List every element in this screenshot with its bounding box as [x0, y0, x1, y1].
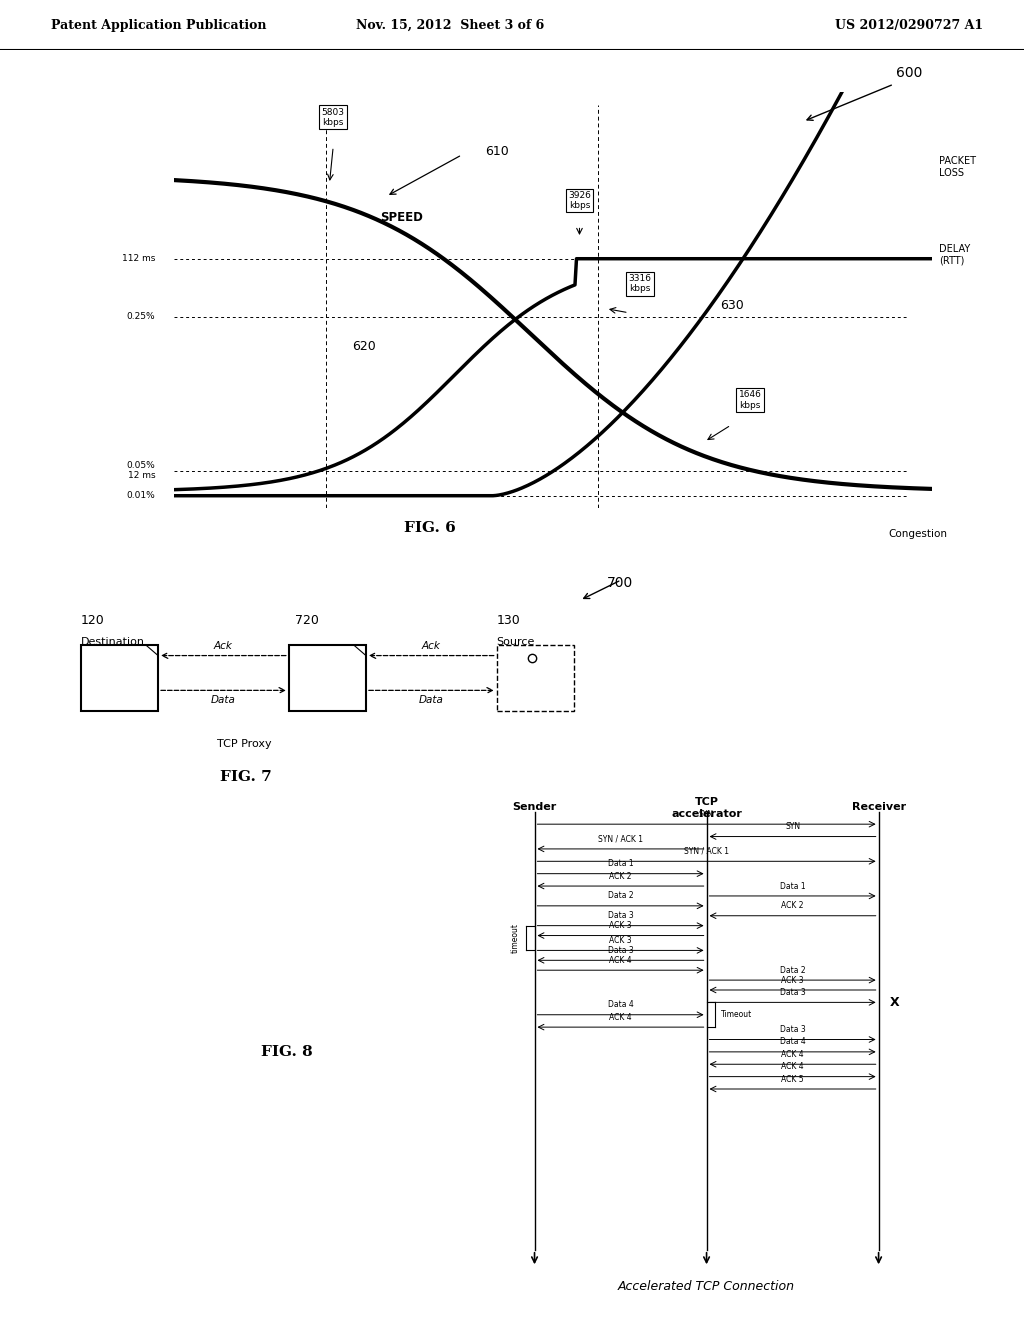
Text: Data 2: Data 2	[607, 891, 634, 900]
Text: 0.25%: 0.25%	[127, 313, 156, 322]
Text: 630: 630	[720, 298, 743, 312]
Text: Congestion: Congestion	[888, 529, 947, 539]
Text: 3316
kbps: 3316 kbps	[629, 275, 651, 293]
Text: Data 1: Data 1	[779, 882, 806, 891]
Text: Data 2: Data 2	[779, 966, 806, 974]
Text: Sender: Sender	[512, 801, 557, 812]
Text: 130: 130	[497, 614, 520, 627]
Text: Data 3: Data 3	[607, 911, 634, 920]
Text: ACK 4: ACK 4	[781, 1063, 804, 1072]
Text: X: X	[890, 995, 900, 1008]
Text: 600: 600	[896, 66, 923, 81]
Text: 0.01%: 0.01%	[126, 491, 156, 500]
Text: ACK 4: ACK 4	[609, 1012, 632, 1022]
Text: Destination: Destination	[81, 638, 145, 647]
Text: Timeout: Timeout	[721, 1010, 753, 1019]
Text: Source: Source	[497, 638, 535, 647]
Text: Data: Data	[419, 694, 443, 705]
Text: FIG. 8: FIG. 8	[261, 1045, 312, 1059]
Text: ACK 3: ACK 3	[781, 975, 804, 985]
Text: SYN / ACK 1: SYN / ACK 1	[598, 834, 643, 843]
Text: Accelerated TCP Connection: Accelerated TCP Connection	[618, 1279, 795, 1292]
Text: Receiver: Receiver	[852, 801, 905, 812]
Text: 5803
kbps: 5803 kbps	[322, 108, 345, 127]
Text: 620: 620	[352, 341, 376, 354]
Text: 610: 610	[484, 145, 509, 158]
Text: 112 ms: 112 ms	[122, 255, 156, 263]
Text: Ack: Ack	[214, 642, 232, 652]
Text: Data: Data	[211, 694, 236, 705]
Text: PACKET
LOSS: PACKET LOSS	[939, 157, 977, 178]
Text: timeout: timeout	[511, 923, 520, 953]
Text: 720: 720	[295, 614, 318, 627]
Text: 3926
kbps: 3926 kbps	[568, 191, 591, 210]
Text: ACK 2: ACK 2	[609, 871, 632, 880]
Text: Patent Application Publication: Patent Application Publication	[51, 18, 266, 32]
Text: 700: 700	[607, 576, 633, 590]
Text: FIG. 6: FIG. 6	[404, 521, 456, 535]
Text: DELAY
(RTT): DELAY (RTT)	[939, 244, 971, 265]
Text: Ack: Ack	[422, 642, 440, 652]
Text: 0.05%
12 ms: 0.05% 12 ms	[126, 461, 156, 480]
Text: Data 3: Data 3	[607, 946, 634, 954]
Text: FIG. 7: FIG. 7	[220, 771, 271, 784]
FancyBboxPatch shape	[81, 645, 158, 710]
Text: Data 3: Data 3	[779, 1026, 806, 1034]
Text: ACK 3: ACK 3	[609, 936, 632, 945]
Text: ACK 4: ACK 4	[781, 1049, 804, 1059]
Text: Data 3: Data 3	[779, 987, 806, 997]
Text: 1646
kbps: 1646 kbps	[738, 391, 762, 409]
Text: SPEED: SPEED	[380, 211, 423, 224]
Text: SYN / ACK 1: SYN / ACK 1	[684, 847, 729, 855]
Text: Data 1: Data 1	[607, 859, 634, 869]
Text: Data 4: Data 4	[607, 1001, 634, 1010]
Text: ACK 5: ACK 5	[781, 1074, 804, 1084]
FancyBboxPatch shape	[289, 645, 366, 710]
Text: TCP
accelerator: TCP accelerator	[671, 797, 742, 818]
FancyBboxPatch shape	[497, 645, 573, 710]
Text: US 2012/0290727 A1: US 2012/0290727 A1	[835, 18, 983, 32]
Text: TCP Proxy: TCP Proxy	[217, 739, 272, 750]
Text: SYN: SYN	[699, 809, 714, 818]
Text: 120: 120	[81, 614, 104, 627]
Text: SYN: SYN	[785, 822, 800, 832]
Text: Nov. 15, 2012  Sheet 3 of 6: Nov. 15, 2012 Sheet 3 of 6	[356, 18, 545, 32]
Text: ACK 2: ACK 2	[781, 902, 804, 911]
Text: ACK 3: ACK 3	[609, 921, 632, 931]
Text: Data 4: Data 4	[779, 1038, 806, 1047]
Text: ACK 4: ACK 4	[609, 956, 632, 965]
